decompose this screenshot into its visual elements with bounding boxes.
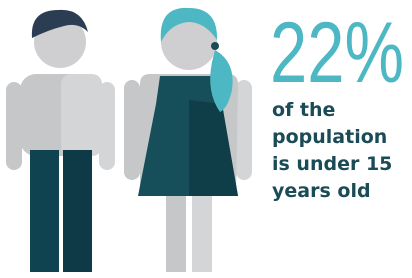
caption-line: is under 15 [272,153,392,175]
caption-line: of the [272,99,335,121]
caption-line: population [272,126,387,148]
girl-figure [124,8,252,272]
caption-line: years old [272,180,371,202]
page: 22% of the population is under 15 years … [0,0,412,278]
boy-figure [6,10,115,272]
infographic: 22% of the population is under 15 years … [0,0,412,278]
stat: 22% [270,5,404,101]
